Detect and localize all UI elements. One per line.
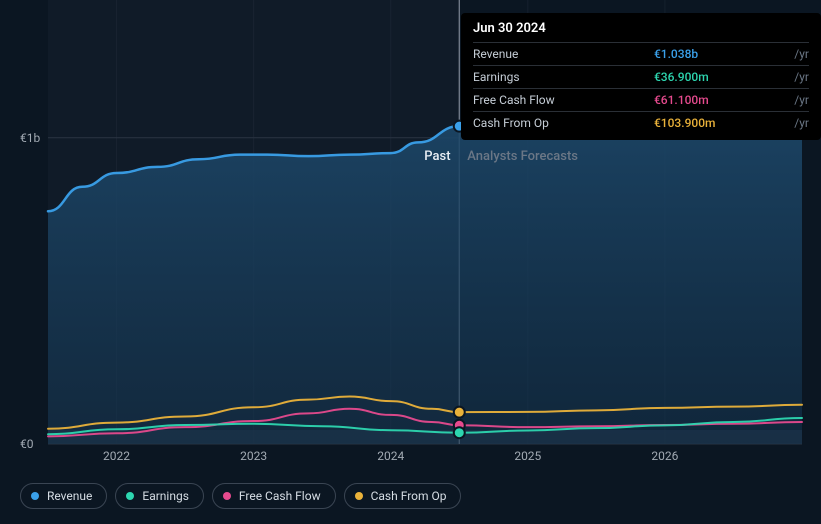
tooltip-table: Revenue€1.038b/yrEarnings€36.900m/yrFree… <box>473 42 809 134</box>
legend-dot-icon <box>223 492 231 500</box>
tooltip-metric: Revenue <box>473 43 654 66</box>
hover-tooltip: Jun 30 2024 Revenue€1.038b/yrEarnings€36… <box>461 13 821 140</box>
y-axis-label: €0 <box>20 437 34 451</box>
x-axis-label: 2026 <box>651 449 678 463</box>
x-axis-label: 2024 <box>377 449 404 463</box>
x-axis-label: 2023 <box>240 449 267 463</box>
tooltip-row: Free Cash Flow€61.100m/yr <box>473 89 809 112</box>
forecast-label: Analysts Forecasts <box>467 149 578 164</box>
legend-dot-icon <box>126 492 134 500</box>
past-label: Past <box>424 149 450 164</box>
tooltip-metric: Free Cash Flow <box>473 89 654 112</box>
tooltip-suffix: /yr <box>790 43 809 66</box>
tooltip-metric: Earnings <box>473 66 654 89</box>
legend-dot-icon <box>31 492 39 500</box>
tooltip-suffix: /yr <box>790 66 809 89</box>
financial-chart[interactable]: Past Analysts Forecasts Jun 30 2024 Reve… <box>0 0 821 524</box>
tooltip-value: €103.900m <box>654 112 790 135</box>
legend: Revenue Earnings Free Cash Flow Cash From O… <box>20 483 461 509</box>
tooltip-value: €36.900m <box>654 66 790 89</box>
tooltip-value: €1.038b <box>654 43 790 66</box>
tooltip-suffix: /yr <box>790 89 809 112</box>
tooltip-date: Jun 30 2024 <box>473 21 809 42</box>
legend-item[interactable]: Earnings <box>115 483 204 509</box>
legend-item[interactable]: Revenue <box>20 483 107 509</box>
x-axis-label: 2025 <box>514 449 541 463</box>
x-axis-label: 2022 <box>103 449 130 463</box>
legend-dot-icon <box>355 492 363 500</box>
tooltip-row: Revenue€1.038b/yr <box>473 43 809 66</box>
tooltip-suffix: /yr <box>790 112 809 135</box>
legend-label: Cash From Op <box>371 489 447 503</box>
legend-label: Earnings <box>142 489 189 503</box>
legend-item[interactable]: Free Cash Flow <box>212 483 336 509</box>
tooltip-metric: Cash From Op <box>473 112 654 135</box>
legend-item[interactable]: Cash From Op <box>344 483 462 509</box>
y-axis-label: €1b <box>20 131 40 145</box>
tooltip-row: Earnings€36.900m/yr <box>473 66 809 89</box>
legend-label: Free Cash Flow <box>239 489 321 503</box>
legend-label: Revenue <box>47 489 92 503</box>
tooltip-value: €61.100m <box>654 89 790 112</box>
tooltip-row: Cash From Op€103.900m/yr <box>473 112 809 135</box>
